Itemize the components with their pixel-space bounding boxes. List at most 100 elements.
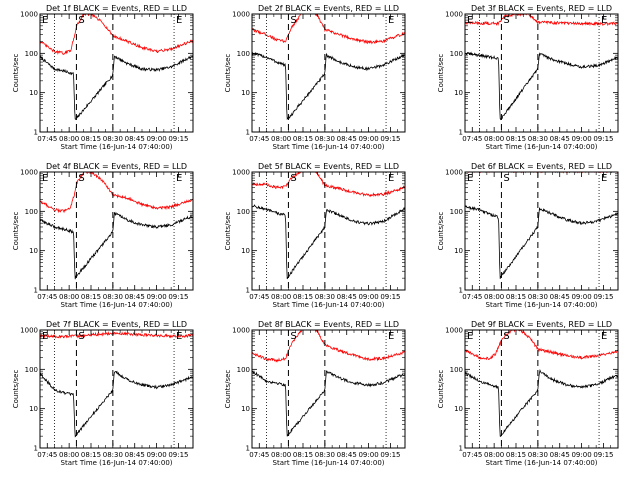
segment-flag-label: S [78, 173, 84, 184]
events-series-line [252, 204, 405, 280]
panel-4: Det 4f BLACK = Events, RED = LLD 1 10 100 10… [12, 162, 194, 309]
panel-8: Det 8f BLACK = Events, RED = LLD 1 10 100 10… [224, 320, 406, 467]
y-tick-label: 100 [237, 50, 250, 58]
y-tick-label: 1000 [232, 11, 250, 19]
segment-flag-label: E [42, 173, 48, 184]
y-tick-label: 1000 [20, 169, 38, 177]
x-tick-label: 09:00 [146, 135, 166, 143]
events-series-line [465, 369, 618, 437]
x-tick-label: 09:15 [168, 135, 188, 143]
y-tick-label: 1 [246, 445, 250, 453]
y-tick-label: 10 [29, 247, 38, 255]
x-tick-label: 09:15 [380, 135, 400, 143]
segment-flag-label: S [503, 15, 509, 26]
y-axis-label: Counts/sec [12, 212, 20, 251]
x-tick-label: 08:30 [315, 135, 335, 143]
panel-9: Det 9f BLACK = Events, RED = LLD 1 10 100 10… [437, 320, 619, 467]
x-tick-label: 08:00 [59, 451, 79, 459]
lld-series-line [40, 172, 193, 214]
panel-6: Det 6f BLACK = Events, RED = LLD 1 10 100 10… [437, 162, 619, 309]
x-tick-label: 07:45 [37, 135, 57, 143]
y-axis-label: Counts/sec [437, 370, 445, 409]
plot-frame [39, 13, 194, 133]
x-tick-label: 08:00 [271, 451, 291, 459]
x-axis-label: Start Time (16-Jun-14 07:40:00) [486, 301, 598, 309]
x-tick-label: 08:30 [528, 451, 548, 459]
plot-frame [251, 13, 406, 133]
y-tick-label: 10 [241, 247, 250, 255]
x-tick-label: 09:00 [571, 293, 591, 301]
y-tick-label: 1 [34, 287, 38, 295]
segment-flag-label: E [176, 15, 182, 26]
x-tick-label: 09:00 [146, 293, 166, 301]
y-axis-label: Counts/sec [437, 54, 445, 93]
x-axis-label: Start Time (16-Jun-14 07:40:00) [273, 301, 385, 309]
x-axis-label: Start Time (16-Jun-14 07:40:00) [273, 459, 385, 467]
x-tick-label: 07:45 [462, 293, 482, 301]
segment-flag-label: E [467, 331, 473, 342]
plot-frame [251, 329, 406, 449]
segment-flag-label: S [503, 173, 509, 184]
panel-title: Det 7f BLACK = Events, RED = LLD [46, 320, 187, 329]
panel-title: Det 8f BLACK = Events, RED = LLD [258, 320, 399, 329]
segment-flag-label: E [601, 331, 607, 342]
lld-series-line [465, 14, 618, 27]
x-tick-label: 07:45 [249, 451, 269, 459]
y-tick-label: 100 [450, 208, 463, 216]
panel-title: Det 4f BLACK = Events, RED = LLD [46, 162, 187, 171]
panel-title: Det 2f BLACK = Events, RED = LLD [258, 4, 399, 13]
x-tick-label: 09:15 [593, 293, 613, 301]
y-tick-label: 10 [29, 405, 38, 413]
x-axis-label: Start Time (16-Jun-14 07:40:00) [61, 143, 173, 151]
lld-series-line [40, 14, 193, 55]
x-tick-label: 09:15 [593, 135, 613, 143]
x-axis-label: Start Time (16-Jun-14 07:40:00) [61, 459, 173, 467]
events-series-line [252, 370, 405, 437]
x-tick-label: 08:45 [125, 135, 145, 143]
plot-frame [464, 13, 619, 133]
y-tick-label: 100 [25, 208, 38, 216]
y-tick-label: 1 [246, 287, 250, 295]
y-tick-label: 1000 [445, 11, 463, 19]
x-tick-label: 08:15 [506, 451, 526, 459]
x-tick-label: 08:45 [550, 135, 570, 143]
x-tick-label: 09:15 [168, 451, 188, 459]
y-axis-label: Counts/sec [224, 212, 232, 251]
x-tick-label: 08:30 [103, 451, 123, 459]
segment-flag-label: E [176, 331, 182, 342]
segment-flag-label: E [42, 331, 48, 342]
x-axis-label: Start Time (16-Jun-14 07:40:00) [486, 143, 598, 151]
plot-frame [464, 329, 619, 449]
x-tick-label: 08:30 [528, 293, 548, 301]
segment-flag-label: S [503, 331, 509, 342]
lld-series-line [252, 330, 405, 363]
x-tick-label: 08:45 [125, 293, 145, 301]
events-series-line [40, 55, 193, 120]
panel-title: Det 1f BLACK = Events, RED = LLD [46, 4, 187, 13]
y-tick-label: 1000 [445, 169, 463, 177]
segment-flag-label: E [388, 15, 394, 26]
segment-flag-label: E [601, 173, 607, 184]
x-tick-label: 08:15 [293, 135, 313, 143]
segment-flag-label: E [388, 173, 394, 184]
lld-series-line [252, 172, 405, 198]
y-tick-label: 10 [241, 89, 250, 97]
panel-5: Det 5f BLACK = Events, RED = LLD 1 10 100 10… [224, 162, 406, 309]
events-series-line [465, 204, 618, 279]
segment-flag-label: E [467, 15, 473, 26]
y-tick-label: 1000 [20, 11, 38, 19]
y-tick-label: 100 [25, 366, 38, 374]
lld-series-line [252, 14, 405, 45]
y-axis-label: Counts/sec [224, 54, 232, 93]
x-tick-label: 07:45 [37, 293, 57, 301]
panel-title: Det 3f BLACK = Events, RED = LLD [471, 4, 612, 13]
plot-frame [251, 171, 406, 291]
x-tick-label: 08:00 [484, 451, 504, 459]
x-tick-label: 09:00 [146, 451, 166, 459]
panel-title: Det 6f BLACK = Events, RED = LLD [471, 162, 612, 171]
plot-frame [39, 329, 194, 449]
y-tick-label: 100 [450, 366, 463, 374]
x-tick-label: 09:00 [571, 135, 591, 143]
x-tick-label: 09:15 [380, 293, 400, 301]
